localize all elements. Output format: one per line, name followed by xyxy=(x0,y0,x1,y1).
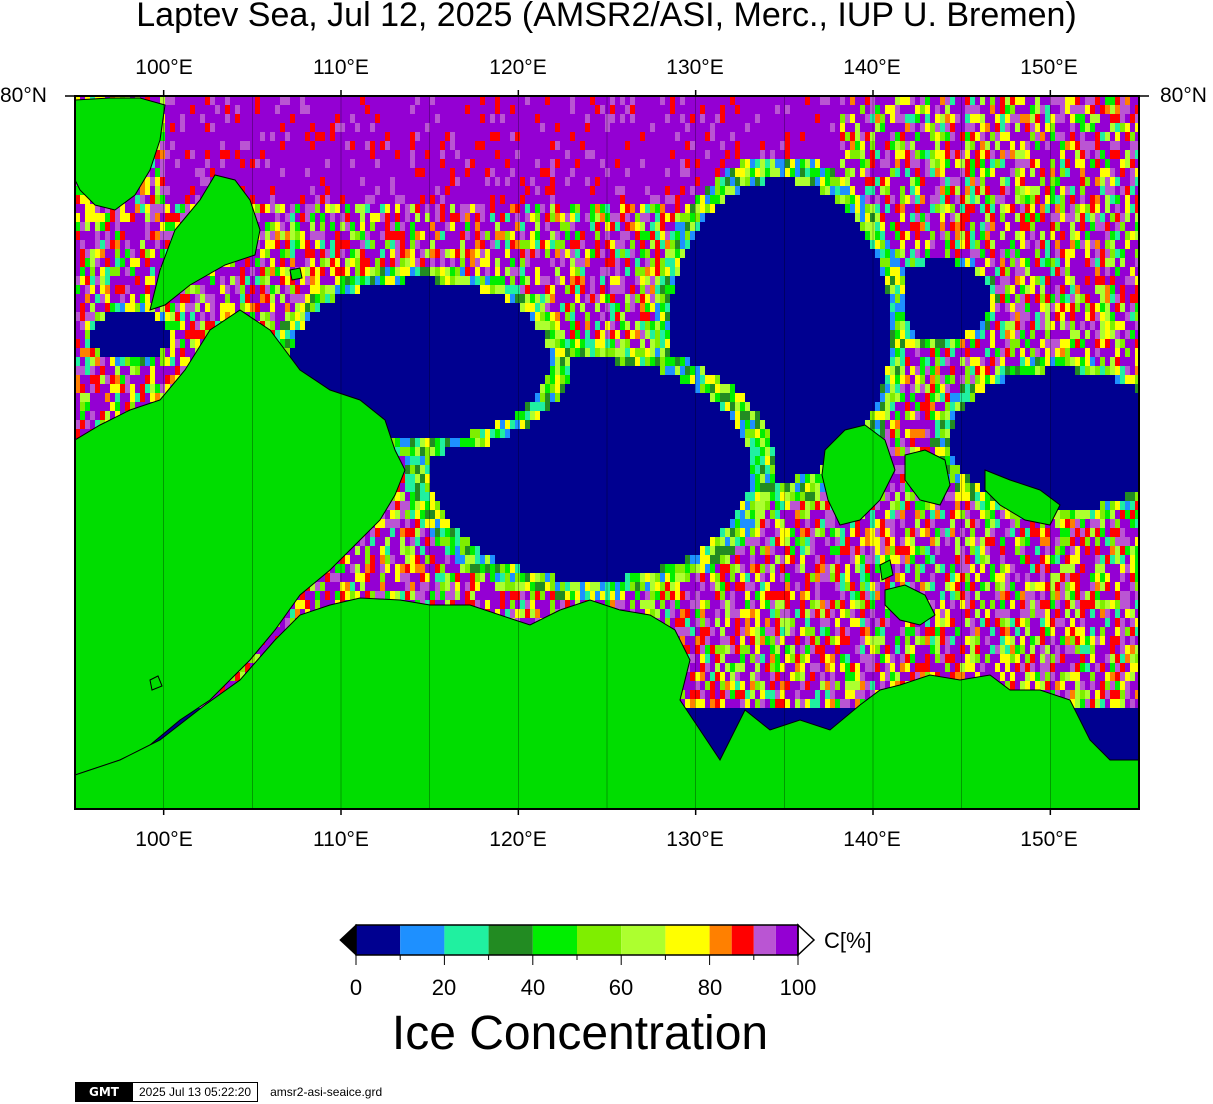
gmt-logo: GMT xyxy=(75,1082,133,1102)
lat-label-right-80: 80°N xyxy=(1160,84,1207,107)
map-frame xyxy=(74,95,1140,810)
lon-label-bottom-140: 140°E xyxy=(843,828,901,851)
land-taymyr xyxy=(75,309,406,776)
colorbar-segment xyxy=(532,925,577,955)
colorbar xyxy=(339,923,816,965)
colorbar-unit: C[%] xyxy=(824,928,872,953)
colorbar-segment xyxy=(665,925,710,955)
colorbar-segment xyxy=(709,925,732,955)
colorbar-ticks xyxy=(355,955,799,965)
land-severnaya-zemlya xyxy=(149,174,261,311)
colorbar-segment xyxy=(775,925,798,955)
gmt-timestamp-stamp: GMT 2025 Jul 13 05:22:20 amsr2-asi-seaic… xyxy=(75,1082,382,1102)
land-kotelny-island xyxy=(821,424,896,526)
lat-label-left-80: 80°N xyxy=(0,84,47,107)
colorbar-title: Ice Concentration xyxy=(391,1007,769,1060)
colorbar-tick-60: 60 xyxy=(608,975,634,1000)
land-faddeyevsky-island xyxy=(984,469,1061,526)
colorbar-segment xyxy=(356,925,401,955)
colorbar-segment xyxy=(444,925,489,955)
lon-label-bottom-120: 120°E xyxy=(489,828,547,851)
graticule xyxy=(163,96,1051,809)
colorbar-segment xyxy=(488,925,533,955)
colorbar-segment xyxy=(400,925,445,955)
colorbar-segment xyxy=(577,925,622,955)
land-small-island-3 xyxy=(149,675,163,691)
colorbar-over-triangle xyxy=(797,923,816,957)
colorbar-segment xyxy=(753,925,776,955)
colorbar-under-triangle xyxy=(339,923,357,957)
lon-label-top-110: 110°E xyxy=(313,56,369,79)
frame-ticks xyxy=(65,90,1149,815)
colorbar-tick-40: 40 xyxy=(520,975,546,1000)
lon-label-top-100: 100°E xyxy=(135,56,193,79)
land-bolshevik-island xyxy=(75,97,166,211)
lon-label-bottom-130: 130°E xyxy=(666,828,724,851)
lon-label-top-120: 120°E xyxy=(489,56,547,79)
colorbar-tick-80: 80 xyxy=(697,975,723,1000)
lon-label-top-130: 130°E xyxy=(666,56,724,79)
stamp-filename: amsr2-asi-seaice.grd xyxy=(270,1085,383,1099)
colorbar-tick-20: 20 xyxy=(431,975,457,1000)
colorbar-segment xyxy=(621,925,666,955)
colorbar-tick-100: 100 xyxy=(779,975,817,1000)
land-new-siberia-island xyxy=(904,449,951,506)
map-title: Laptev Sea, Jul 12, 2025 (AMSR2/ASI, Mer… xyxy=(136,0,1077,34)
lon-label-bottom-150: 150°E xyxy=(1020,828,1078,851)
land-small-island-1 xyxy=(879,559,894,581)
land-bolshoy-lyakhovsky-island xyxy=(884,584,936,626)
colorbar-tick-0: 0 xyxy=(349,975,363,1000)
stamp-timestamp: 2025 Jul 13 05:22:20 xyxy=(133,1082,259,1102)
lon-label-top-140: 140°E xyxy=(843,56,901,79)
colorbar-segments xyxy=(356,925,798,955)
lon-label-top-150: 150°E xyxy=(1020,56,1078,79)
land-small-island-2 xyxy=(289,267,303,281)
lon-label-bottom-110: 110°E xyxy=(313,828,369,851)
colorbar-segment xyxy=(731,925,754,955)
lon-label-bottom-100: 100°E xyxy=(135,828,193,851)
